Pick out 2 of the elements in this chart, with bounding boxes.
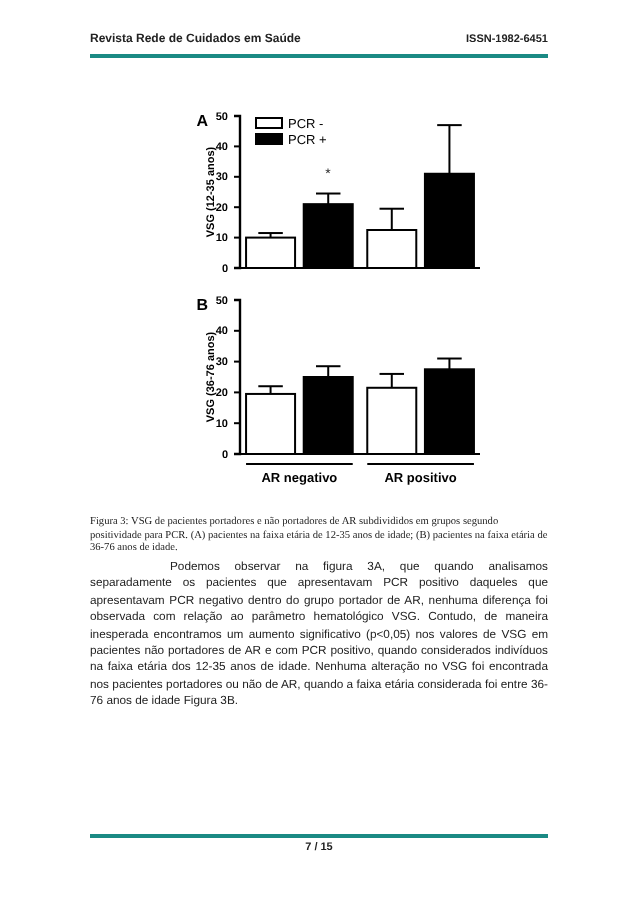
chart-title: A (196, 112, 209, 130)
chart-title: B (196, 296, 209, 314)
